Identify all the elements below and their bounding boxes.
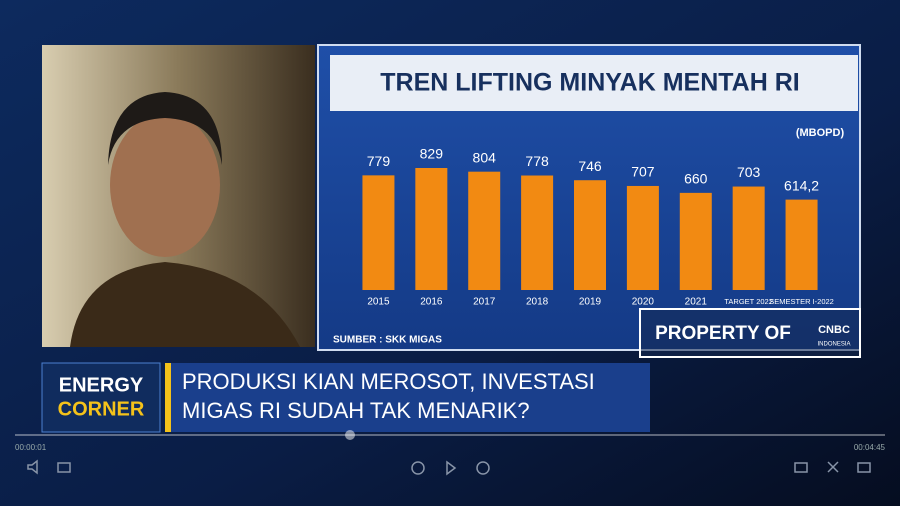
source: SUMBER : SKK MIGAS xyxy=(333,335,442,346)
value-label: 829 xyxy=(420,146,444,162)
segment-box xyxy=(41,362,161,433)
watermark-text: PROPERTY OF xyxy=(655,323,791,344)
x-tick-label: 2020 xyxy=(632,297,655,308)
headline-line1: PRODUKSI KIAN MEROSOT, INVESTASI xyxy=(182,369,595,394)
bar xyxy=(468,171,501,290)
segment-line1: ENERGY xyxy=(59,374,144,396)
bar xyxy=(362,175,395,290)
bars: 779 2015 829 2016 804 2017 778 2018 746 2019 707 20… xyxy=(362,146,834,308)
cast-button[interactable] xyxy=(857,462,871,473)
progress-bar[interactable] xyxy=(15,434,885,436)
segment-line2: CORNER xyxy=(58,398,145,420)
captions-button[interactable] xyxy=(57,462,71,473)
x-tick-label: 2021 xyxy=(685,297,708,308)
unit-label: (MBOPD) xyxy=(796,127,845,139)
bar xyxy=(521,175,554,290)
value-label: 778 xyxy=(525,153,549,169)
bar xyxy=(574,180,606,290)
play-button[interactable] xyxy=(446,460,457,476)
value-label: 746 xyxy=(578,158,602,174)
value-label: 660 xyxy=(684,171,708,187)
rewind-button[interactable] xyxy=(411,461,425,475)
bar xyxy=(679,192,712,290)
progress-handle[interactable] xyxy=(345,430,355,440)
value-label: 804 xyxy=(473,149,497,165)
value-label: 779 xyxy=(367,153,391,169)
x-tick-label: 2019 xyxy=(579,297,602,308)
watermark-sub: INDONESIA xyxy=(817,342,850,348)
headline-box xyxy=(165,363,650,432)
forward-button[interactable] xyxy=(476,461,490,475)
pip-button[interactable] xyxy=(794,462,808,473)
x-tick-label: SEMESTER I-2022 xyxy=(769,297,834,306)
headline-accent xyxy=(165,363,171,432)
chart-title: TREN LIFTING MINYAK MENTAH RI xyxy=(380,69,799,97)
headline-line2: MIGAS RI SUDAH TAK MENARIK? xyxy=(182,398,530,423)
value-label: 614,2 xyxy=(784,177,819,193)
duration: 00:04:45 xyxy=(854,443,886,452)
bar xyxy=(415,168,448,290)
fullscreen-button[interactable] xyxy=(827,461,839,473)
value-label: 707 xyxy=(631,164,655,180)
bar xyxy=(785,199,818,290)
speaker-video xyxy=(42,45,315,347)
title-bar xyxy=(330,55,858,111)
current-time: 00:00:01 xyxy=(15,443,47,452)
x-tick-label: 2017 xyxy=(473,297,496,308)
bar xyxy=(732,186,765,290)
value-label: 703 xyxy=(737,164,761,180)
x-tick-label: TARGET 2022 xyxy=(724,297,773,306)
watermark-box xyxy=(639,308,861,358)
bar xyxy=(626,185,659,290)
x-tick-label: 2018 xyxy=(526,297,549,308)
x-tick-label: 2015 xyxy=(367,297,390,308)
x-tick-label: 2016 xyxy=(420,297,443,308)
volume-button[interactable] xyxy=(27,459,38,475)
watermark-brand: CNBC xyxy=(818,324,850,336)
